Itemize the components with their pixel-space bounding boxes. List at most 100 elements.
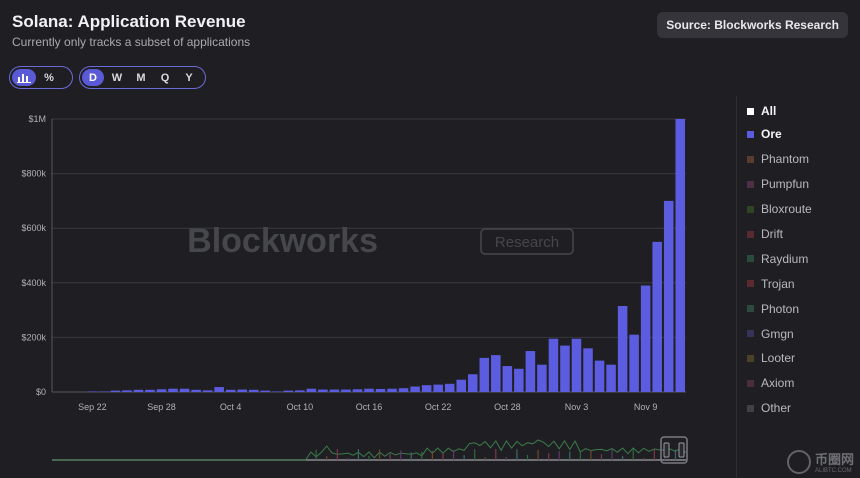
- bar[interactable]: [560, 345, 570, 392]
- legend-swatch: [747, 230, 754, 238]
- legend-item-phantom[interactable]: Phantom: [747, 147, 812, 172]
- period-button-w[interactable]: W: [111, 71, 123, 84]
- legend-swatch: [747, 255, 754, 263]
- bar[interactable]: [329, 389, 340, 392]
- legend-swatch: [747, 404, 754, 412]
- bar[interactable]: [168, 388, 178, 392]
- bar[interactable]: [502, 366, 513, 392]
- legend-item-other[interactable]: Other: [747, 396, 812, 421]
- bar[interactable]: [479, 357, 490, 392]
- bar[interactable]: [537, 364, 547, 392]
- navigator-window[interactable]: [660, 436, 688, 464]
- bar[interactable]: [629, 334, 639, 392]
- legend-label: Gmgn: [761, 326, 794, 341]
- legend-item-pumpfun[interactable]: Pumpfun: [747, 172, 812, 197]
- bar[interactable]: [272, 391, 282, 392]
- bar[interactable]: [375, 388, 386, 392]
- bar[interactable]: [652, 241, 662, 392]
- bar[interactable]: [583, 348, 593, 392]
- bar[interactable]: [352, 389, 363, 392]
- y-tick-label: $0: [36, 387, 46, 397]
- navigator-left-handle[interactable]: [663, 442, 670, 458]
- bar[interactable]: [444, 383, 455, 392]
- bar[interactable]: [364, 388, 374, 392]
- bar[interactable]: [87, 391, 98, 392]
- y-tick-label: $1M: [28, 114, 46, 124]
- range-navigator[interactable]: [52, 436, 688, 464]
- bar[interactable]: [99, 391, 109, 392]
- bar[interactable]: [491, 355, 501, 392]
- x-tick-label: Oct 22: [425, 402, 452, 412]
- legend-swatch: [747, 280, 754, 288]
- y-tick-label: $800k: [21, 169, 46, 179]
- legend-item-bloxroute[interactable]: Bloxroute: [747, 197, 812, 222]
- legend-label: Bloxroute: [761, 202, 812, 217]
- bar[interactable]: [525, 351, 536, 392]
- bar[interactable]: [467, 374, 478, 392]
- legend-item-trojan[interactable]: Trojan: [747, 271, 812, 296]
- bar[interactable]: [398, 388, 409, 392]
- percent-mode-button[interactable]: %: [38, 69, 60, 86]
- bar[interactable]: [248, 389, 259, 392]
- chart-subtitle: Currently only tracks a subset of applic…: [12, 35, 251, 49]
- period-button-y[interactable]: Y: [185, 71, 193, 84]
- period-button-d[interactable]: D: [82, 69, 104, 86]
- bar-chart-mode-button[interactable]: [12, 69, 36, 86]
- x-tick-label: Oct 16: [356, 402, 383, 412]
- bar[interactable]: [456, 379, 466, 392]
- legend-swatch: [747, 305, 754, 313]
- bar[interactable]: [156, 389, 167, 392]
- bar[interactable]: [110, 390, 121, 392]
- period-button-q[interactable]: Q: [160, 71, 170, 84]
- legend-label: All: [761, 104, 777, 118]
- bar[interactable]: [191, 389, 201, 392]
- bar[interactable]: [675, 119, 685, 392]
- bar[interactable]: [640, 285, 651, 392]
- legend-label: Pumpfun: [761, 177, 810, 192]
- x-tick-label: Oct 10: [287, 402, 314, 412]
- bar[interactable]: [237, 389, 247, 392]
- bar[interactable]: [225, 389, 236, 392]
- bar[interactable]: [433, 384, 443, 392]
- bar[interactable]: [306, 388, 317, 392]
- bar[interactable]: [410, 386, 420, 392]
- legend-item-gmgn[interactable]: Gmgn: [747, 321, 812, 346]
- legend-item-photon[interactable]: Photon: [747, 296, 812, 321]
- bar[interactable]: [514, 368, 524, 392]
- bar[interactable]: [295, 390, 305, 392]
- legend-divider: [736, 96, 737, 478]
- legend-item-looter[interactable]: Looter: [747, 346, 812, 371]
- bar[interactable]: [387, 388, 397, 392]
- bar[interactable]: [341, 389, 351, 392]
- legend-item-raydium[interactable]: Raydium: [747, 246, 812, 271]
- percent-icon: %: [44, 71, 54, 84]
- legend-item-drift[interactable]: Drift: [747, 222, 812, 247]
- legend-swatch: [747, 205, 754, 213]
- period-button-m[interactable]: M: [136, 71, 146, 84]
- corner-logo-icon: [786, 449, 811, 474]
- bar[interactable]: [283, 390, 294, 392]
- bar[interactable]: [133, 389, 144, 392]
- legend-item-all[interactable]: All: [747, 100, 812, 122]
- legend-item-axiom[interactable]: Axiom: [747, 371, 812, 396]
- bar[interactable]: [421, 385, 432, 392]
- bar[interactable]: [571, 338, 582, 392]
- bar[interactable]: [179, 388, 190, 392]
- bar[interactable]: [617, 306, 628, 392]
- legend-label: Other: [761, 401, 792, 416]
- source-badge[interactable]: Source: Blockworks Research: [657, 12, 848, 38]
- bar[interactable]: [606, 364, 616, 392]
- legend: All Ore Phantom Pumpfun Bloxroute Drift Raydiu…: [747, 100, 812, 421]
- bar[interactable]: [260, 390, 271, 392]
- legend-item-ore[interactable]: Ore: [747, 122, 812, 147]
- bar[interactable]: [548, 338, 559, 392]
- bar[interactable]: [145, 389, 155, 392]
- bar[interactable]: [202, 390, 213, 392]
- legend-swatch: [747, 379, 754, 387]
- bar[interactable]: [214, 387, 224, 392]
- bar[interactable]: [594, 360, 605, 392]
- bar[interactable]: [122, 390, 132, 392]
- navigator-right-handle[interactable]: [678, 442, 685, 458]
- bar[interactable]: [318, 389, 328, 392]
- bar[interactable]: [663, 200, 674, 392]
